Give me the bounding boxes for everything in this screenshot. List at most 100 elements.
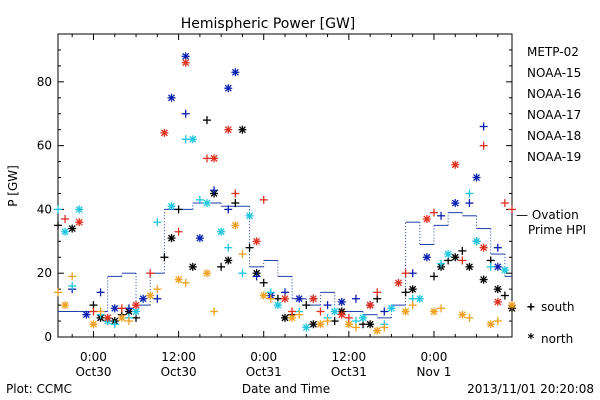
north-point — [337, 297, 346, 306]
legend-south-symbol: + — [527, 300, 535, 315]
north-point — [387, 304, 396, 313]
north-point — [500, 266, 509, 275]
legend-entry: NOAA-16 — [527, 87, 581, 101]
south-point — [238, 250, 247, 259]
data-points — [54, 52, 516, 335]
south-point — [61, 214, 70, 223]
south-point — [465, 199, 474, 208]
y-axis-label: P [GW] — [6, 165, 20, 207]
south-point — [302, 301, 311, 310]
south-point — [96, 288, 105, 297]
south-point — [437, 259, 446, 268]
south-point — [380, 323, 389, 332]
south-point — [89, 307, 98, 316]
x-tick-date-label: Oct31 — [331, 365, 367, 379]
north-point — [132, 307, 141, 316]
south-point — [408, 301, 417, 310]
north-point — [68, 224, 77, 233]
north-point — [224, 256, 233, 265]
north-point — [366, 320, 375, 329]
south-point — [124, 317, 133, 326]
legend: METP-02 NOAA-15 NOAA-16 NOAA-17 NOAA-18 NOAA-… — [527, 45, 581, 164]
south-point — [401, 288, 410, 297]
footer-right: 2013/11/01 20:20:08 — [467, 382, 594, 396]
south-point — [224, 205, 233, 214]
ovation-label-line2: Prime HPI — [528, 223, 586, 237]
south-point — [259, 278, 268, 287]
south-point — [259, 195, 268, 204]
north-point — [465, 262, 474, 271]
legend-north-symbol: * — [527, 332, 535, 347]
south-point — [117, 304, 126, 313]
north-point — [82, 310, 91, 319]
north-point — [273, 301, 282, 310]
south-point — [493, 243, 502, 252]
north-point — [89, 320, 98, 329]
north-point — [217, 227, 226, 236]
south-point — [124, 304, 133, 313]
south-point — [266, 294, 275, 303]
south-point — [231, 189, 240, 198]
legend-south-label: south — [541, 300, 575, 314]
legend-entry: NOAA-15 — [527, 66, 581, 80]
south-point — [153, 285, 162, 294]
north-point — [330, 307, 339, 316]
north-point — [422, 253, 431, 262]
legend-entry: NOAA-19 — [527, 150, 581, 164]
south-point — [245, 243, 254, 252]
north-point — [472, 237, 481, 246]
north-point — [245, 211, 254, 220]
south-point — [210, 307, 219, 316]
north-point — [167, 93, 176, 102]
south-point — [429, 208, 438, 217]
north-point — [493, 262, 502, 271]
south-point — [54, 221, 62, 230]
south-point — [217, 262, 226, 271]
north-point — [195, 234, 204, 243]
north-point — [479, 243, 488, 252]
legend-north-label: north — [541, 332, 573, 346]
north-point — [202, 269, 211, 278]
south-point — [153, 294, 162, 303]
x-tick-date-label: Oct30 — [75, 365, 111, 379]
north-point — [408, 285, 417, 294]
north-point — [281, 313, 289, 322]
legend-entry: NOAA-17 — [527, 108, 581, 122]
x-tick-time-label: 12:00 — [161, 350, 196, 364]
y-tick-label: 80 — [37, 75, 52, 89]
north-point — [146, 291, 155, 300]
north-point — [181, 58, 190, 67]
north-point — [61, 301, 70, 310]
north-point — [174, 275, 183, 284]
north-point — [309, 320, 318, 329]
north-point — [210, 154, 219, 163]
north-point — [451, 253, 460, 262]
south-point — [351, 294, 360, 303]
north-point — [479, 275, 488, 284]
x-axis-label: Date and Time — [242, 382, 330, 396]
north-point — [139, 294, 148, 303]
x-tick-time-label: 12:00 — [332, 350, 367, 364]
south-point — [351, 323, 360, 332]
north-point — [188, 262, 197, 271]
north-point — [415, 294, 424, 303]
south-point — [153, 218, 162, 227]
south-point — [408, 269, 417, 278]
south-point — [174, 227, 183, 236]
south-point — [401, 269, 410, 278]
south-point — [231, 199, 240, 208]
x-tick-date-label: Nov 1 — [417, 365, 452, 379]
north-point — [373, 326, 382, 335]
north-point — [110, 304, 119, 313]
y-tick-label: 0 — [44, 330, 52, 344]
north-point — [132, 301, 141, 310]
north-point — [359, 313, 368, 322]
footer-left: Plot: CCMC — [6, 382, 72, 396]
north-point — [493, 297, 502, 306]
south-point — [493, 317, 502, 326]
south-point — [437, 211, 446, 220]
north-point — [401, 307, 410, 316]
south-point — [181, 135, 190, 144]
y-tick-label: 20 — [37, 266, 52, 280]
south-point — [110, 320, 119, 329]
